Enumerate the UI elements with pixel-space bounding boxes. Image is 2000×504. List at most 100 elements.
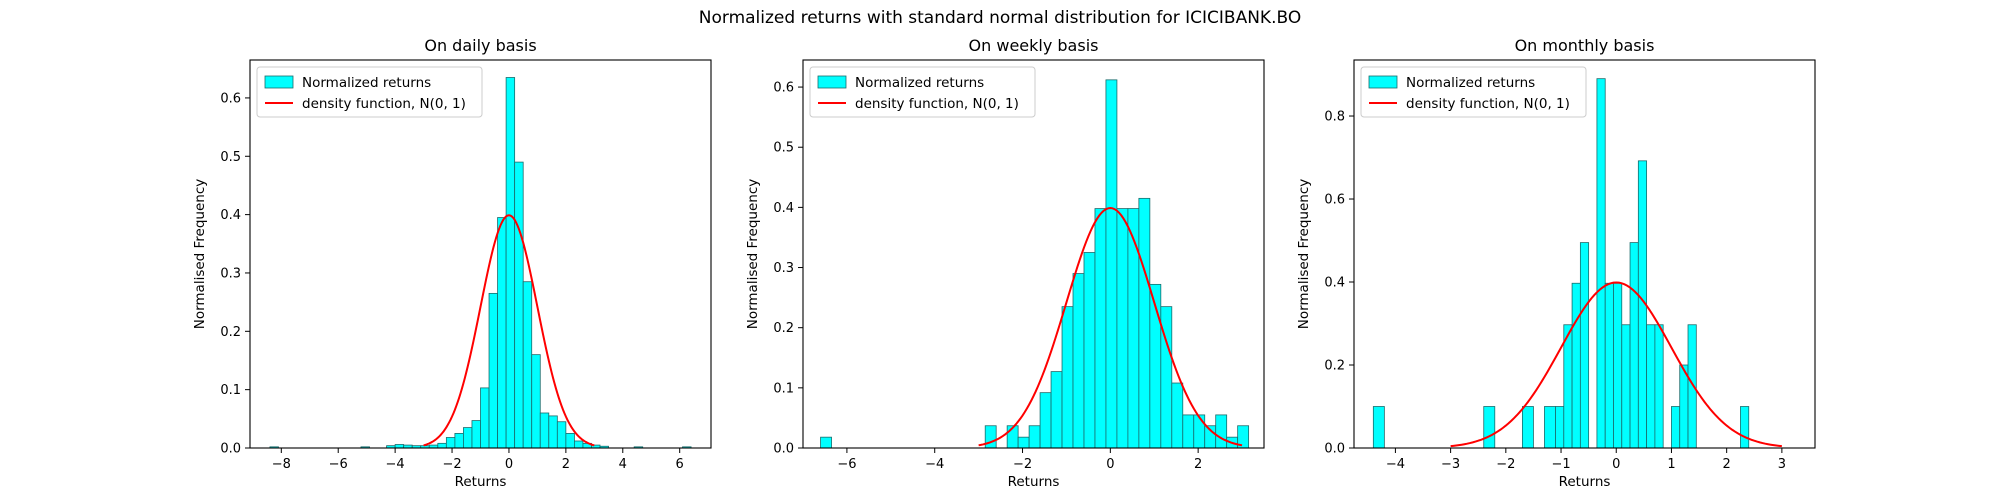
y-axis-label: Normalised Frequency xyxy=(1296,179,1312,330)
histogram-bar xyxy=(1621,324,1631,449)
histogram-bar xyxy=(1671,406,1681,449)
histogram-bar xyxy=(1193,414,1206,449)
x-tick-label: −4 xyxy=(386,457,405,472)
histogram-bar xyxy=(1646,324,1656,449)
histogram-bar xyxy=(463,427,473,449)
histogram-bar xyxy=(1105,79,1118,449)
legend-swatch-histogram xyxy=(1368,75,1398,89)
x-tick-label: 0 xyxy=(1106,457,1114,472)
histogram-bar xyxy=(471,420,481,449)
histogram-bar xyxy=(1613,282,1623,449)
chart-title: On daily basis xyxy=(424,36,536,55)
axes-frame xyxy=(802,59,1265,449)
histogram-bar xyxy=(531,354,541,449)
legend-label-histogram: Normalized returns xyxy=(855,75,984,91)
y-axis-label: Normalised Frequency xyxy=(192,179,208,330)
histogram-bar xyxy=(1544,406,1556,449)
histogram-bar xyxy=(1215,414,1228,449)
histogram-bar xyxy=(437,442,447,449)
y-tick-label: 0.0 xyxy=(220,442,241,457)
legend-label-histogram: Normalized returns xyxy=(302,75,431,91)
y-tick-label: 0.4 xyxy=(220,208,241,223)
histogram-bar xyxy=(1629,242,1639,449)
histogram-bar xyxy=(1563,324,1573,449)
x-axis-label: Returns xyxy=(1008,474,1060,490)
x-tick-label: −4 xyxy=(1386,457,1405,472)
x-axis-label: Returns xyxy=(1559,474,1611,490)
x-tick-label: 0 xyxy=(505,457,513,472)
density-curve xyxy=(1450,281,1782,448)
axes-frame xyxy=(1353,59,1816,449)
histogram-bar xyxy=(522,281,533,449)
histogram-bar xyxy=(1596,78,1606,449)
y-tick-label: 0.2 xyxy=(1324,359,1345,374)
histogram-bar xyxy=(1182,414,1195,449)
histogram-bar xyxy=(514,161,524,449)
x-tick-label: 1 xyxy=(1667,457,1675,472)
histogram-bar xyxy=(1521,406,1534,449)
histogram-bar xyxy=(1017,436,1030,449)
histogram-bar xyxy=(556,421,567,449)
x-tick-label: −1 xyxy=(1551,457,1570,472)
legend-label-histogram: Normalized returns xyxy=(1406,75,1535,91)
y-tick-label: 0.1 xyxy=(773,381,794,396)
x-tick-label: 2 xyxy=(1194,457,1202,472)
histogram-bar xyxy=(445,437,456,449)
y-tick-label: 0.5 xyxy=(773,141,794,156)
x-tick-label: −6 xyxy=(329,457,348,472)
y-tick-label: 0.8 xyxy=(1324,110,1345,125)
y-tick-label: 0.3 xyxy=(773,261,794,276)
histogram-bar xyxy=(565,433,575,449)
histogram-bar xyxy=(1571,282,1581,449)
chart-panel: −8 −6 −4 −2 0 2 4 6 0.0 0.1 0.2 0.3 0.4 0.5 0.6 On dail… xyxy=(192,36,712,490)
histogram-bar xyxy=(1138,197,1151,449)
histogram-bar xyxy=(1028,425,1041,449)
density-curve xyxy=(423,214,595,447)
histogram-bar xyxy=(480,387,490,449)
x-tick-label: −4 xyxy=(925,457,944,472)
histogram-bar xyxy=(497,217,507,449)
histogram-bar xyxy=(488,292,498,449)
y-tick-label: 0.6 xyxy=(220,91,241,106)
y-tick-label: 0.5 xyxy=(220,150,241,165)
y-tick-label: 0.6 xyxy=(773,81,794,96)
histogram-bar xyxy=(1116,208,1129,449)
legend-swatch-histogram xyxy=(264,75,294,89)
x-axis-label: Returns xyxy=(455,474,507,490)
histogram-bar xyxy=(1061,306,1074,449)
chart-panel: −4 −3 −2 −1 0 1 2 3 0.0 0.2 0.4 0.6 0.8 On monthly ba… xyxy=(1296,36,1816,490)
x-tick-label: −3 xyxy=(1441,457,1460,472)
y-tick-label: 0.4 xyxy=(773,201,794,216)
histogram-bar xyxy=(539,412,550,449)
histogram-bar xyxy=(548,415,558,449)
legend-box xyxy=(809,66,1036,118)
x-tick-label: 2 xyxy=(562,457,570,472)
histogram-bar xyxy=(1579,242,1590,449)
y-axis-label: Normalised Frequency xyxy=(745,179,761,330)
y-tick-label: 0.4 xyxy=(1324,276,1345,291)
x-tick-label: 3 xyxy=(1778,457,1786,472)
histogram-bar xyxy=(820,436,832,449)
density-curve xyxy=(978,207,1243,447)
x-tick-label: 0 xyxy=(1612,457,1620,472)
histogram-bar xyxy=(984,425,997,449)
legend-label-density: density function, N(0, 1) xyxy=(1406,96,1570,112)
legend-label-density: density function, N(0, 1) xyxy=(302,96,466,112)
legend-swatch-histogram xyxy=(817,75,847,89)
y-tick-label: 0.3 xyxy=(220,266,241,281)
histogram-bar xyxy=(574,440,584,449)
chart-title: On monthly basis xyxy=(1515,36,1655,55)
histogram-bar xyxy=(454,433,464,449)
x-tick-label: −2 xyxy=(1013,457,1032,472)
histogram-bar xyxy=(1555,406,1565,449)
chart-panel: −6 −4 −2 0 2 0.0 0.1 0.2 0.3 0.4 0.5 0.6 On weekly b… xyxy=(745,36,1265,490)
y-tick-label: 0.0 xyxy=(773,442,794,457)
histogram-bar xyxy=(1740,406,1750,449)
histogram-bar xyxy=(1654,324,1664,449)
histogram-bar xyxy=(1127,208,1140,449)
histogram-bar xyxy=(1483,406,1496,449)
legend-label-density: density function, N(0, 1) xyxy=(855,96,1019,112)
histogram-bar xyxy=(1039,392,1052,449)
x-tick-label: 2 xyxy=(1723,457,1731,472)
